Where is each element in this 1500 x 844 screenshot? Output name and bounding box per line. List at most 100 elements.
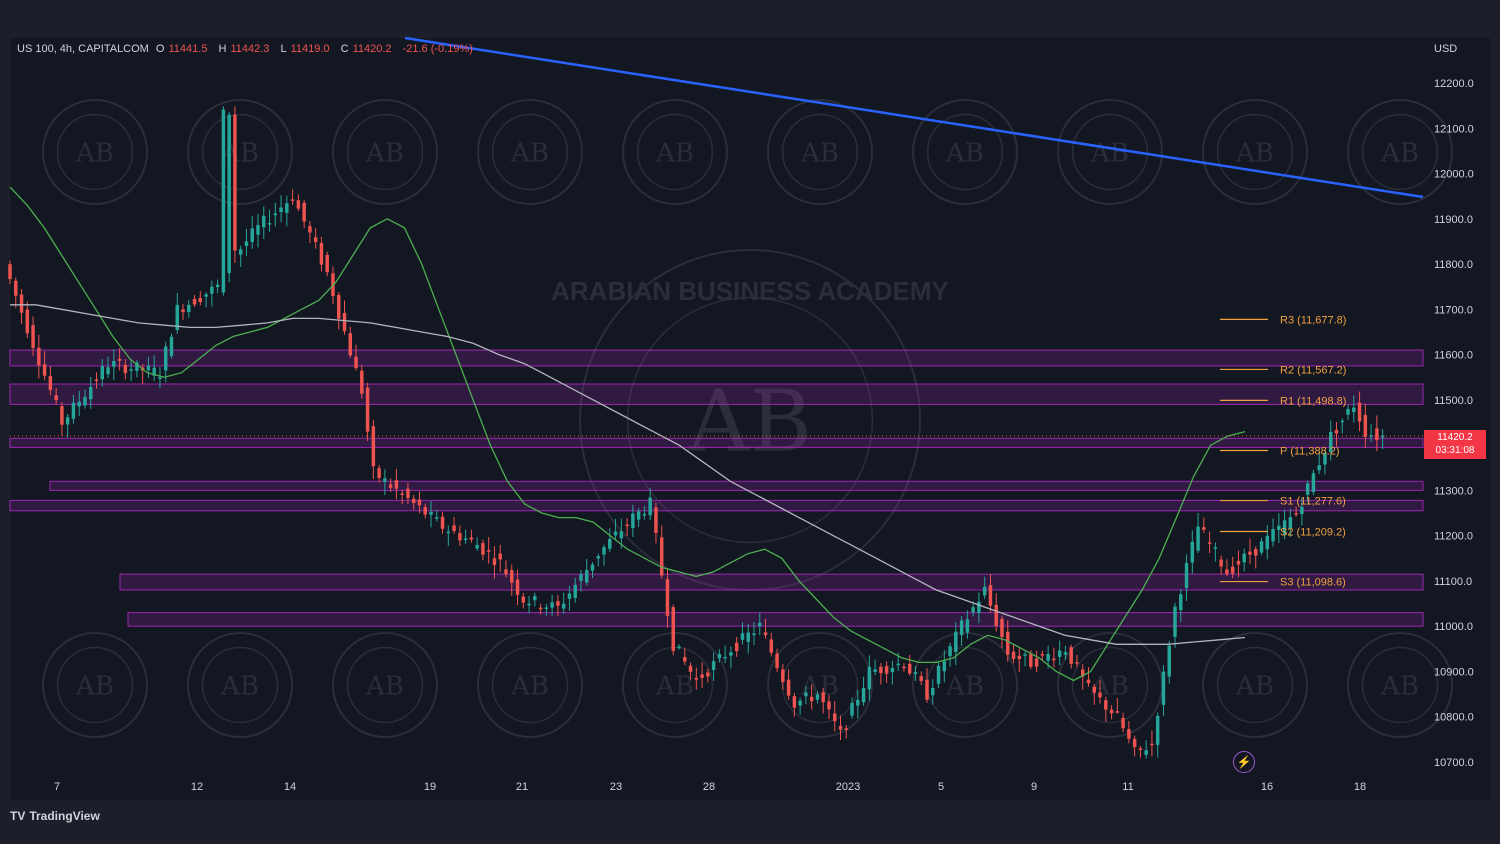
candle-body-187 [1086, 679, 1091, 684]
watermark-badge-8 [1202, 99, 1308, 205]
candle-body-16 [100, 366, 105, 380]
candle-body-113 [659, 537, 664, 576]
candle-body-4 [31, 325, 35, 348]
candle-body-232 [1346, 408, 1350, 415]
candle-body-85 [498, 553, 502, 560]
candle-body-150 [873, 669, 877, 672]
watermark-badge-2-inner [346, 113, 424, 191]
candle-body-74 [435, 517, 439, 519]
candle-body-70 [411, 498, 416, 504]
candle-body-159 [925, 679, 929, 700]
candle-body-141 [821, 692, 825, 703]
candle-body-206 [1196, 526, 1200, 551]
candle-body-71 [417, 499, 422, 506]
candle-body-81 [475, 544, 479, 549]
candle-body-152 [884, 666, 889, 674]
candle-body-122 [711, 661, 716, 670]
watermark-badge-10-initials: AB [75, 671, 114, 701]
candle-body-218 [1265, 535, 1270, 550]
candle-body-214 [1242, 553, 1246, 563]
candle-body-96 [561, 603, 566, 609]
candle-body-46 [273, 213, 278, 216]
candle-body-209 [1213, 547, 1218, 549]
candle-body-35 [210, 286, 214, 294]
candle-body-130 [758, 622, 762, 627]
candle-body-49 [290, 199, 295, 201]
watermark-badge-2 [332, 99, 438, 205]
candle-body-100 [585, 569, 589, 583]
candle-body-231 [1340, 420, 1344, 423]
candle-body-97 [567, 593, 572, 599]
tradingview-logo[interactable]: TV TradingView [10, 809, 100, 823]
candle-body-50 [296, 200, 301, 209]
candle-body-223 [1294, 513, 1298, 515]
y-tick-label-13: 10900.0 [1434, 666, 1474, 678]
candle-body-18 [112, 361, 116, 367]
candle-body-77 [452, 525, 456, 532]
candle-body-42 [250, 228, 254, 242]
watermark-title: ARABIAN BUSINESS ACADEMY [551, 276, 949, 306]
candle-body-27 [163, 346, 168, 371]
candle-body-153 [890, 668, 895, 673]
candle-body-191 [1109, 709, 1114, 714]
candle-body-190 [1104, 700, 1108, 710]
candle-body-172 [1000, 618, 1004, 638]
watermark-badge-10-inner [56, 646, 134, 724]
watermark-badge-13-inner [491, 646, 569, 724]
candle-body-137 [798, 700, 802, 706]
candle-body-136 [792, 696, 797, 708]
ma-slow-line [10, 304, 1246, 645]
candle-body-118 [688, 665, 693, 672]
candle-body-58 [342, 312, 347, 332]
candle-body-53 [313, 237, 318, 242]
candle-body-5 [37, 347, 41, 366]
watermark-badge-5-initials: AB [800, 138, 839, 168]
watermark-badge-14-inner [636, 646, 714, 724]
ma-fast-line [9, 186, 1246, 682]
candle-body-142 [827, 701, 831, 710]
symbol-label: US 100, 4h, CAPITALCOM [17, 43, 149, 55]
candle-body-57 [337, 295, 341, 319]
lightning-icon[interactable]: ⚡ [1233, 751, 1255, 773]
candle-body-67 [394, 480, 399, 489]
candle-body-149 [867, 666, 872, 690]
watermark-badge-8-inner [1216, 113, 1294, 191]
watermark-badge-0-inner [56, 113, 134, 191]
candle-body-144 [838, 726, 843, 730]
candle-body-54 [319, 242, 324, 265]
candle-body-220 [1277, 525, 1281, 530]
candle-body-186 [1080, 669, 1085, 677]
pivot-layer: R3 (11,677.8) R2 (11,567.2) R1 (11,498.8) P… [10, 314, 1423, 589]
watermark-badge-16-initials: AB [945, 671, 984, 701]
candle-body-174 [1011, 651, 1016, 659]
change-label: -21.6 (-0.19%) [402, 43, 473, 55]
pivot-label-4: S1 (11,277.6) [1280, 496, 1346, 508]
candle-body-20 [123, 364, 128, 374]
candle-body-82 [481, 543, 485, 555]
candle-body-188 [1092, 686, 1096, 693]
candle-body-84 [492, 558, 497, 566]
candle-body-21 [129, 369, 133, 371]
x-axis-ticks: 7 12 14 19 21 23 28 2023 5 9 11 16 18 [54, 781, 1366, 793]
candle-body-158 [919, 676, 923, 682]
candle-body-197 [1144, 750, 1148, 755]
candle-body-235 [1363, 414, 1368, 437]
watermark-badge-17-initials: AB [1090, 671, 1129, 701]
x-tick-label-0: 7 [54, 781, 60, 793]
candle-body-15 [94, 379, 99, 382]
candle-body-37 [221, 109, 226, 293]
candle-body-132 [769, 639, 774, 653]
watermark-badge-1-inner [201, 113, 279, 191]
candle-body-102 [596, 556, 600, 559]
watermark-badge-12-inner [346, 646, 424, 724]
candle-body-8 [54, 395, 58, 401]
candle-body-94 [550, 602, 554, 608]
zone-5 [119, 573, 1424, 591]
plot-area[interactable] [10, 38, 1425, 800]
candle-body-222 [1288, 517, 1293, 529]
high-label: H 11442.3 [218, 43, 270, 55]
watermark-badge-15-initials: AB [800, 671, 839, 701]
candle-body-217 [1259, 541, 1264, 553]
